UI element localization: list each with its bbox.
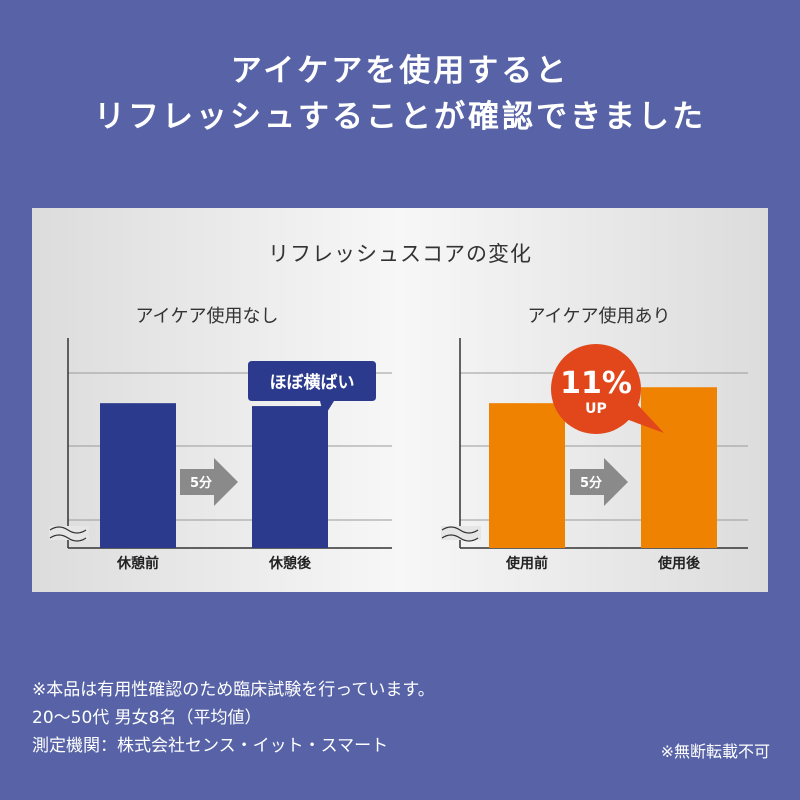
chart-0-bar-0 bbox=[100, 403, 176, 548]
chart-1-axis-break-wave-1 bbox=[441, 534, 479, 542]
chart-0-bar-1 bbox=[252, 406, 328, 548]
panel-title: リフレッシュスコアの変化 bbox=[268, 242, 532, 266]
chart-1-arrow-icon bbox=[570, 458, 628, 506]
chart-0-callout-text: ほぼ横ばい bbox=[270, 372, 355, 393]
chart-1-title: アイケア使用あり bbox=[527, 306, 670, 327]
chart-1-badge-value: 11% bbox=[560, 366, 632, 401]
chart-1-badge-sub: UP bbox=[585, 401, 607, 417]
chart-1-arrow-label: 5分 bbox=[580, 475, 602, 491]
note-clinical: ※本品は有用性確認のため臨床試験を行っています。 bbox=[32, 680, 435, 700]
chart-0-arrow-label: 5分 bbox=[190, 475, 212, 491]
headline-line-1: アイケアを使用すると bbox=[230, 53, 570, 89]
note-institution: 測定機関：株式会社センス・イット・スマート bbox=[32, 736, 389, 756]
chart-0-axis-break-mask bbox=[49, 526, 89, 540]
chart-1-bar-0 bbox=[489, 403, 565, 548]
chart-1-bar-1 bbox=[641, 387, 717, 548]
chart-0-callout-bubble bbox=[248, 361, 376, 417]
note-subjects: 20〜50代 男女8名（平均値） bbox=[32, 708, 262, 728]
chart-1-axis-break-wave-0 bbox=[441, 526, 479, 534]
chart-0-axis-break-wave-0 bbox=[49, 526, 87, 534]
footnotes: ※本品は有用性確認のため臨床試験を行っています。 20〜50代 男女8名（平均値… bbox=[32, 676, 435, 760]
chart-1-category-label-1: 使用後 bbox=[657, 555, 701, 572]
copyright-note: ※無断転載不可 bbox=[660, 742, 770, 761]
chart-0-category-label-0: 休憩前 bbox=[116, 555, 159, 572]
headline: アイケアを使用すると リフレッシュすることが確認できました bbox=[0, 48, 800, 140]
headline-line-2: リフレッシュすることが確認できました bbox=[94, 99, 706, 135]
chart-0-arrow-icon bbox=[180, 458, 238, 506]
chart-0-axis-break-wave-1 bbox=[49, 534, 87, 542]
chart-1-category-label-0: 使用前 bbox=[505, 555, 548, 572]
chart-1-axis-break-mask bbox=[441, 526, 481, 540]
chart-panel: リフレッシュスコアの変化 アイケア使用なし 休憩前 休憩後 5分 ほぼ横ばい アイケア使用… bbox=[32, 208, 768, 592]
chart-0-title: アイケア使用なし bbox=[135, 306, 278, 327]
chart-1-badge bbox=[551, 344, 641, 434]
chart-0-category-label-1: 休憩後 bbox=[268, 555, 312, 572]
